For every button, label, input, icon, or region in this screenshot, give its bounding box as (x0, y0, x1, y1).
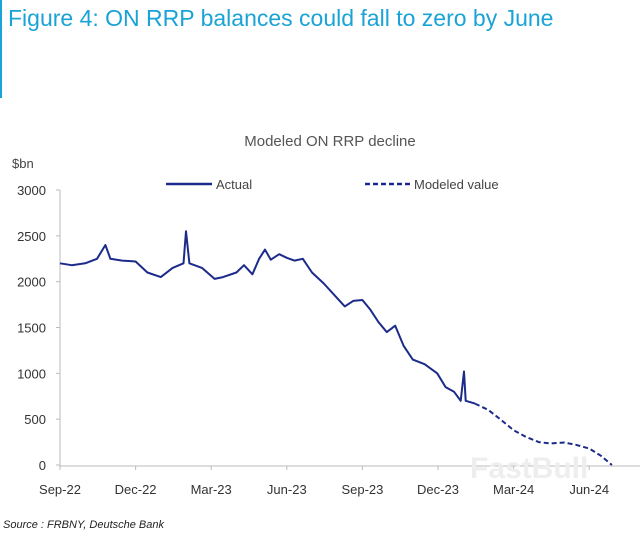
y-tick-label: 1000 (17, 366, 46, 381)
x-tick-label: Sep-22 (39, 482, 81, 497)
figure-title: Figure 4: ON RRP balances could fall to … (8, 5, 554, 31)
legend-label-modeled: Modeled value (414, 177, 499, 192)
x-tick-label: Jun-23 (267, 482, 307, 497)
x-tick-label: Sep-23 (341, 482, 383, 497)
y-tick-label: 0 (39, 458, 46, 473)
x-tick-label: Jun-24 (569, 482, 609, 497)
x-tick-label: Dec-22 (115, 482, 157, 497)
x-tick-label: Dec-23 (417, 482, 459, 497)
x-tick-label: Mar-23 (191, 482, 232, 497)
y-axis-label: $bn (12, 156, 34, 171)
y-tick-label: 1500 (17, 321, 46, 336)
series-line-modeled (474, 402, 613, 466)
y-tick-label: 3000 (17, 183, 46, 198)
header-accent-bar (0, 0, 2, 98)
chart-title: Modeled ON RRP decline (244, 133, 415, 150)
y-tick-label: 2000 (17, 275, 46, 290)
legend: Actual Modeled value (166, 177, 499, 192)
y-tick-label: 500 (24, 412, 46, 427)
y-tick-label: 2500 (17, 229, 46, 244)
series-line-actual (59, 230, 476, 405)
figure-header: Figure 4: ON RRP balances could fall to … (0, 0, 642, 98)
x-tick-label: Mar-24 (493, 482, 534, 497)
watermark: FastBull (470, 452, 588, 485)
legend-label-actual: Actual (216, 177, 252, 192)
source-note: Source : FRBNY, Deutsche Bank (3, 519, 165, 531)
